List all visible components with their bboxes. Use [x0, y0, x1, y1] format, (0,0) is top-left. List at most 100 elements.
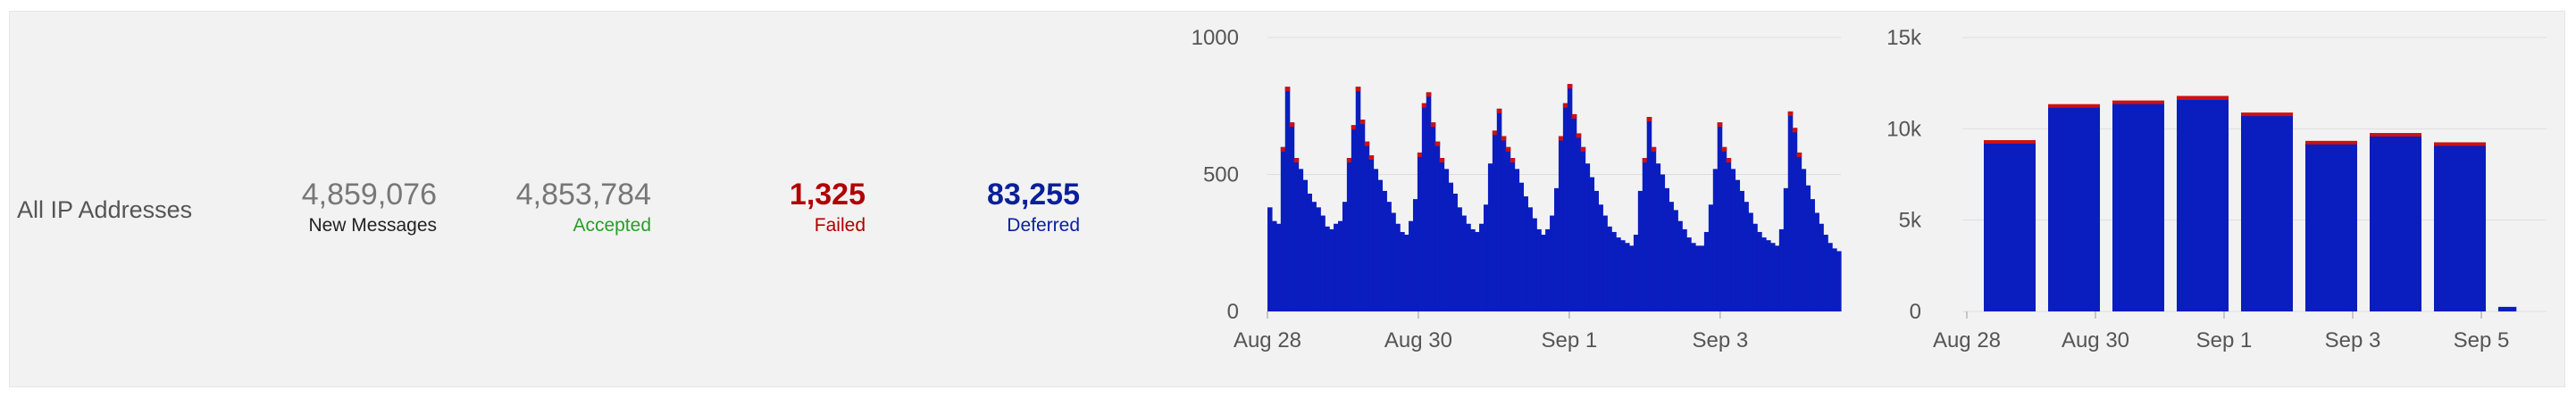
bar-failed — [2434, 142, 2486, 146]
area-bar — [1836, 251, 1842, 311]
bar-failed — [2370, 133, 2421, 137]
hourly-area-chart-svg: 0 500 1000 Aug 28 Aug 30 Sep 1 Sep 3 — [1192, 26, 1842, 352]
area-bar-failed — [1355, 87, 1361, 92]
area-bar-failed — [1726, 158, 1732, 163]
area-bar — [1717, 122, 1723, 311]
area-bar — [1409, 220, 1414, 311]
hourly-area-chart: 0 500 1000 Aug 28 Aug 30 Sep 1 Sep 3 — [1162, 12, 1859, 386]
area-bar — [1523, 196, 1528, 311]
bar-accepted — [2434, 145, 2486, 311]
area-bar — [1616, 237, 1621, 311]
area-bar — [1796, 152, 1802, 311]
bar-accepted — [2370, 136, 2421, 311]
bar-failed — [1984, 140, 2036, 145]
y-tick-label: 5k — [1899, 209, 1922, 233]
area-bar — [1311, 202, 1317, 311]
area-bar — [1757, 231, 1762, 311]
area-bar — [1766, 240, 1771, 311]
area-bar — [1457, 207, 1462, 311]
stat-new-messages: 4,859,076 New Messages — [233, 177, 437, 237]
area-bar — [1832, 248, 1837, 311]
area-bar — [1814, 212, 1819, 311]
area-bar — [1470, 228, 1476, 311]
bar-failed — [2305, 140, 2357, 145]
y-tick-label: 0 — [1910, 300, 1921, 324]
area-bar-failed — [1580, 146, 1586, 152]
area-bar — [1567, 84, 1573, 311]
area-bar — [1823, 235, 1828, 311]
area-bar — [1275, 223, 1282, 311]
area-bar — [1787, 111, 1794, 311]
area-bar — [1466, 223, 1471, 311]
area-bar — [1320, 215, 1326, 311]
bar-accepted — [2305, 143, 2357, 311]
area-bar — [1386, 202, 1392, 311]
y-tick-label: 500 — [1203, 163, 1239, 187]
area-bar — [1633, 235, 1639, 311]
accepted-caption: Accepted — [573, 215, 651, 236]
area-bar — [1611, 231, 1617, 311]
x-tick-label: Aug 30 — [1384, 328, 1452, 352]
accepted-value: 4,853,784 — [515, 178, 651, 211]
area-bar-failed — [1496, 108, 1502, 113]
area-bar — [1391, 212, 1396, 311]
area-bar-failed — [1510, 158, 1516, 163]
area-bar — [1404, 235, 1409, 311]
area-bar — [1443, 169, 1450, 311]
bar-failed — [2177, 95, 2229, 100]
area-bar — [1646, 117, 1652, 311]
area-bar — [1505, 146, 1511, 311]
area-bar-failed — [1642, 158, 1648, 163]
area-bar — [1400, 231, 1405, 311]
area-bar-failed — [1417, 152, 1423, 157]
area-bar — [1289, 122, 1295, 311]
area-bar — [1439, 158, 1445, 311]
area-bar — [1368, 155, 1375, 311]
ip-addresses-row: All IP Addresses 4,859,076 New Messages … — [9, 11, 2565, 387]
area-bar — [1558, 136, 1564, 311]
area-bar — [1585, 163, 1591, 311]
daily-bar-chart-svg: 0 5k 10k 15k Aug 28 Aug 30 Sep 1 Sep 3 Sep 5 — [1886, 26, 2547, 352]
x-tick-label: Sep 1 — [2196, 328, 2253, 352]
area-bar-failed — [1501, 136, 1507, 141]
area-bar — [1660, 174, 1666, 311]
area-bar — [1514, 169, 1520, 311]
area-bar — [1712, 169, 1719, 311]
bar-failed — [2112, 100, 2164, 104]
area-bar-failed — [1792, 128, 1798, 133]
area-bar — [1571, 113, 1577, 312]
area-bar — [1810, 199, 1815, 311]
area-bar — [1518, 182, 1525, 311]
stat-accepted: 4,853,784 Accepted — [447, 177, 651, 237]
area-bar — [1739, 190, 1744, 311]
area-bar-failed — [1439, 158, 1445, 163]
area-bar-failed — [1571, 113, 1577, 119]
deferred-value: 83,255 — [987, 178, 1080, 211]
area-bar — [1628, 245, 1635, 311]
area-bar — [1510, 158, 1516, 311]
area-bar — [1373, 169, 1379, 311]
area-bar-failed — [1364, 141, 1370, 146]
area-bar — [1271, 220, 1277, 311]
area-bar — [1527, 207, 1533, 311]
area-bar — [1532, 218, 1537, 311]
area-bar — [1625, 243, 1630, 311]
area-bar-failed — [1558, 136, 1564, 141]
area-bar — [1576, 133, 1582, 311]
x-tick-label: Sep 1 — [1542, 328, 1598, 352]
area-bar — [1364, 141, 1370, 311]
area-bar — [1686, 237, 1692, 311]
area-bar — [1325, 226, 1330, 311]
area-bar — [1293, 158, 1300, 311]
area-bar-failed — [1651, 146, 1657, 152]
area-bar — [1342, 202, 1348, 311]
area-bar — [1434, 141, 1441, 311]
x-tick-label: Sep 3 — [2325, 328, 2381, 352]
area-bar-failed — [1280, 146, 1286, 152]
area-bar — [1620, 240, 1626, 311]
area-bar-failed — [1796, 152, 1802, 157]
new-messages-value: 4,859,076 — [301, 178, 437, 211]
area-bar — [1682, 228, 1687, 311]
failed-caption: Failed — [814, 215, 866, 236]
area-bar — [1452, 193, 1458, 311]
